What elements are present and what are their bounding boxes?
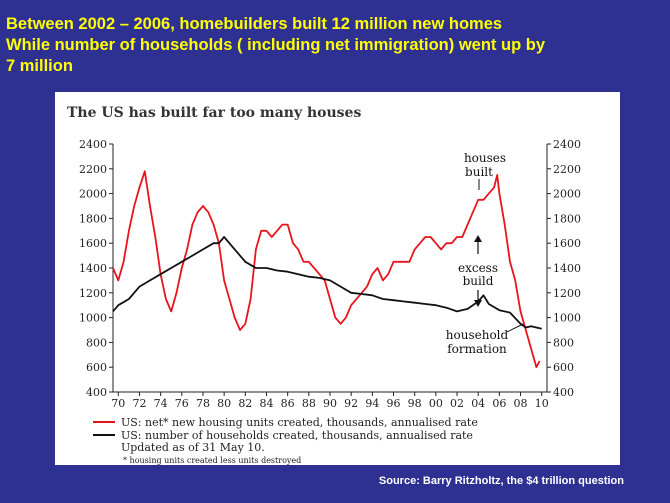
annotation-household-formation-1: household	[446, 328, 509, 342]
household-formation-pointer	[506, 323, 524, 333]
x-tick-label: 78	[196, 397, 210, 410]
annotation-houses-built-2: built	[465, 165, 493, 179]
excess-build-arrowhead-up	[474, 235, 482, 242]
headline-line-3: 7 million	[6, 57, 73, 75]
legend-updated: Updated as of 31 May 10.	[121, 441, 265, 454]
x-tick-label: 70	[111, 397, 125, 410]
y-tick-label-right: 2000	[553, 188, 581, 201]
x-tick-label: 72	[132, 397, 146, 410]
y-tick-label-left: 2200	[79, 163, 107, 176]
excess-build-arrowhead-down	[474, 300, 482, 307]
y-tick-label-right: 1000	[553, 312, 581, 325]
y-tick-label-left: 1200	[79, 287, 107, 300]
x-tick-label: 76	[175, 397, 189, 410]
x-tick-label: 90	[323, 397, 337, 410]
annotation-excess-build-2: build	[463, 274, 494, 288]
y-tick-label-right: 2200	[553, 163, 581, 176]
x-tick-label: 10	[535, 397, 549, 410]
x-tick-label: 96	[387, 397, 401, 410]
x-tick-label: 88	[302, 397, 316, 410]
x-tick-label: 92	[344, 397, 358, 410]
y-tick-label-right: 1400	[553, 262, 581, 275]
y-tick-label-left: 1400	[79, 262, 107, 275]
x-tick-label: 04	[471, 397, 485, 410]
legend-footnote: * housing units created less units destr…	[123, 456, 301, 465]
x-ticks: 70 72 74 76 78 80 82 84 86 88 90 92 94 96 98 00 02 04 06 08…	[111, 392, 549, 410]
y-tick-label-left: 800	[86, 336, 107, 349]
annotation-household-formation-2: formation	[447, 342, 507, 356]
y-ticks-left: 400 600 800 1000 1200 1400 1600 1800 2000 2200 240…	[79, 138, 113, 399]
y-tick-label-left: 600	[86, 361, 107, 374]
y-tick-label-right: 400	[553, 386, 574, 399]
chart-title: The US has built far too many houses	[67, 105, 361, 121]
x-tick-label: 06	[492, 397, 506, 410]
y-tick-label-right: 600	[553, 361, 574, 374]
headline: Between 2002 – 2006, homebuilders built …	[6, 14, 656, 77]
x-tick-label: 98	[408, 397, 422, 410]
y-tick-label-left: 2400	[79, 138, 107, 151]
headline-line-1: Between 2002 – 2006, homebuilders built …	[6, 15, 503, 33]
annotation-houses-built-1: houses	[464, 151, 506, 165]
x-tick-label: 80	[217, 397, 231, 410]
x-tick-label: 02	[450, 397, 464, 410]
y-tick-label-right: 800	[553, 336, 574, 349]
chart-series	[112, 170, 542, 369]
legend-entry-red: US: net* new housing units created, thou…	[121, 416, 478, 429]
headline-line-2: While number of households ( including n…	[6, 36, 545, 54]
legend-entry-black: US: number of households created, thousa…	[121, 429, 473, 442]
y-tick-label-left: 2000	[79, 188, 107, 201]
source-credit: Source: Barry Ritzholtz, the $4 trillion…	[378, 475, 624, 487]
series-line-households	[112, 236, 542, 330]
y-tick-label-left: 1600	[79, 237, 107, 250]
x-tick-label: 74	[154, 397, 168, 410]
x-tick-label: 08	[514, 397, 528, 410]
line-chart: The US has built far too many houses 400…	[67, 105, 581, 465]
y-tick-label-right: 1600	[553, 237, 581, 250]
annotation-excess-build-1: excess	[458, 261, 498, 275]
y-tick-label-left: 1000	[79, 312, 107, 325]
y-tick-label-right: 1200	[553, 287, 581, 300]
y-tick-label-right: 1800	[553, 212, 581, 225]
y-tick-label-left: 1800	[79, 212, 107, 225]
x-tick-label: 84	[259, 397, 273, 410]
x-tick-label: 00	[429, 397, 443, 410]
y-tick-label-right: 2400	[553, 138, 581, 151]
x-tick-label: 94	[365, 397, 379, 410]
y-tick-label-left: 400	[86, 386, 107, 399]
chart-panel: The US has built far too many houses 400…	[55, 92, 620, 465]
x-tick-label: 86	[281, 397, 295, 410]
y-ticks-right: 400 600 800 1000 1200 1400 1600 1800 2000 2200 240…	[547, 138, 581, 399]
x-tick-label: 82	[238, 397, 252, 410]
series-line-housing-units	[112, 170, 541, 369]
